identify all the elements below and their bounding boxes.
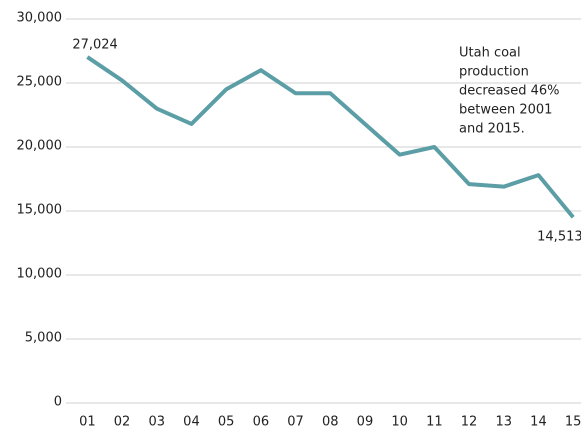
y-tick-label: 30,000 xyxy=(17,11,63,26)
y-tick-label: 0 xyxy=(54,395,62,410)
y-tick-label: 5,000 xyxy=(25,331,62,346)
x-tick-label: 05 xyxy=(218,415,235,430)
annotation: production xyxy=(459,65,529,80)
annotation: between 2001 xyxy=(459,103,552,118)
x-tick-label: 11 xyxy=(426,415,443,430)
x-tick-label: 03 xyxy=(148,415,165,430)
value-label: 14,513 xyxy=(537,230,581,245)
x-tick-label: 12 xyxy=(461,415,478,430)
x-tick-label: 14 xyxy=(530,415,547,430)
annotation: decreased 46% xyxy=(459,84,559,99)
x-tick-label: 10 xyxy=(391,415,408,430)
x-tick-label: 02 xyxy=(114,415,131,430)
y-tick-label: 25,000 xyxy=(17,75,63,90)
annotation: and 2015. xyxy=(459,122,525,137)
y-tick-label: 15,000 xyxy=(17,203,63,218)
data-line xyxy=(86,55,575,219)
x-tick-label: 15 xyxy=(565,415,581,430)
x-tick-label: 08 xyxy=(322,415,339,430)
x-tick-label: 04 xyxy=(183,415,200,430)
value-label: 27,024 xyxy=(72,38,118,53)
x-tick-label: 13 xyxy=(495,415,512,430)
x-tick-label: 06 xyxy=(253,415,270,430)
x-tick-label: 09 xyxy=(357,415,374,430)
annotation: Utah coal xyxy=(459,46,521,61)
x-tick-label: 07 xyxy=(287,415,304,430)
y-tick-label: 20,000 xyxy=(17,139,63,154)
x-tick-label: 01 xyxy=(79,415,96,430)
y-tick-label: 10,000 xyxy=(17,267,63,282)
